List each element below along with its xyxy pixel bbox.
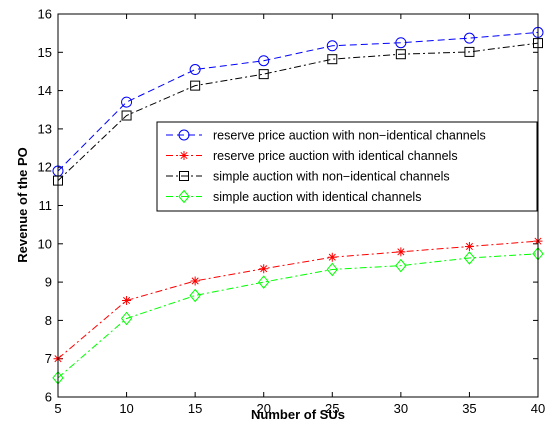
- legend-label: reserve price auction with identical cha…: [213, 149, 458, 163]
- data-point: [259, 264, 268, 273]
- x-tick-label: 15: [188, 401, 202, 416]
- data-point: [328, 253, 337, 262]
- y-tick-label: 12: [38, 160, 52, 175]
- y-tick-label: 16: [38, 7, 52, 22]
- legend-entry: reserve price auction with non−identical…: [166, 129, 486, 143]
- x-axis-label: Number of SUs: [251, 407, 345, 422]
- legend-swatch-marker: [180, 151, 189, 160]
- y-tick-label: 9: [45, 275, 52, 290]
- legend-label: simple auction with identical channels: [213, 190, 421, 204]
- y-tick-label: 14: [38, 83, 52, 98]
- data-point: [465, 242, 474, 251]
- data-point: [396, 247, 405, 256]
- y-tick-label: 7: [45, 351, 52, 366]
- x-tick-label: 35: [462, 401, 476, 416]
- legend: reserve price auction with non−identical…: [157, 122, 537, 211]
- legend-label: reserve price auction with non−identical…: [213, 129, 486, 143]
- y-tick-label: 8: [45, 313, 52, 328]
- x-tick-label: 30: [394, 401, 408, 416]
- y-tick-label: 6: [45, 390, 52, 405]
- x-tick-label: 40: [531, 401, 545, 416]
- y-tick-label: 13: [38, 121, 52, 136]
- data-point: [191, 276, 200, 285]
- y-tick-label: 15: [38, 45, 52, 60]
- y-axis-label: Revenue of the PO: [15, 147, 30, 263]
- y-tick-label: 10: [38, 236, 52, 251]
- y-tick-label: 11: [39, 198, 53, 213]
- legend-label: simple auction with non−identical channe…: [213, 170, 450, 184]
- x-tick-label: 10: [119, 401, 133, 416]
- x-tick-label: 5: [54, 401, 61, 416]
- data-point: [122, 296, 131, 305]
